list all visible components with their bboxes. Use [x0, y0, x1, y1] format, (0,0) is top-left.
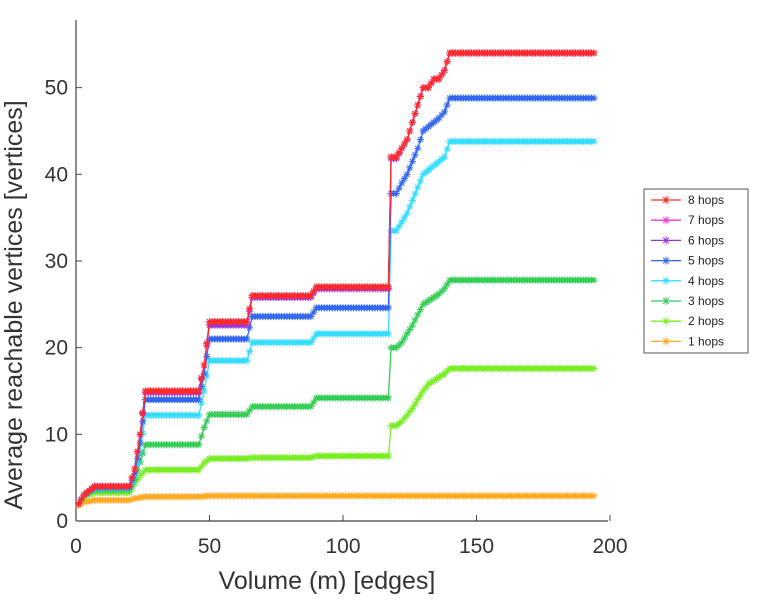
legend-item: 1 hops	[651, 334, 724, 348]
series-2-hops	[75, 364, 598, 508]
x-tick-label: 150	[459, 535, 494, 558]
series-8-hops	[75, 49, 598, 508]
plot-area: 0 10 20 30 40 50 0 50 100 150 200	[45, 20, 628, 558]
y-ticks: 0 10 20 30 40 50	[45, 77, 82, 533]
legend-item: 8 hops	[651, 193, 724, 207]
y-tick-label: 10	[45, 423, 68, 446]
x-tick-label: 0	[70, 535, 82, 558]
legend-marker	[662, 216, 670, 225]
legend-marker	[662, 236, 670, 245]
y-axis-title: Average reachable vertices [vertices]	[0, 100, 28, 509]
series-4-hops	[75, 137, 598, 508]
series-5-hops	[75, 94, 598, 508]
x-ticks: 0 50 100 150 200	[70, 515, 628, 558]
series-1-hops	[75, 492, 598, 509]
legend-label: 8 hops	[688, 193, 724, 207]
series-markers	[75, 137, 598, 508]
y-tick-label: 30	[45, 250, 68, 273]
x-tick-label: 100	[325, 535, 360, 558]
legend-label: 1 hops	[688, 334, 724, 348]
legend-item: 4 hops	[651, 274, 724, 288]
legend-label: 3 hops	[688, 294, 724, 308]
series-markers	[75, 364, 598, 508]
legend-marker	[662, 297, 670, 305]
y-tick-label: 20	[45, 337, 68, 360]
y-tick-label: 40	[45, 163, 68, 186]
y-tick-label: 0	[56, 510, 68, 533]
series-markers	[75, 49, 598, 508]
series-group	[75, 49, 598, 509]
legend-label: 2 hops	[688, 314, 724, 328]
series-line	[78, 140, 594, 505]
legend-marker	[662, 317, 670, 326]
legend-item: 7 hops	[651, 213, 724, 227]
y-tick-label: 50	[45, 77, 68, 100]
legend-box	[643, 188, 749, 354]
legend-label: 7 hops	[688, 213, 724, 227]
legend-item: 3 hops	[651, 294, 724, 308]
series-markers	[75, 492, 598, 509]
legend-label: 4 hops	[688, 274, 724, 288]
legend-marker	[662, 276, 670, 285]
legend-label: 5 hops	[688, 254, 724, 268]
x-tick-label: 200	[592, 535, 627, 558]
x-axis-title: Volume (m) [edges]	[219, 567, 436, 595]
legend-marker	[662, 337, 670, 346]
legend-marker	[662, 196, 670, 204]
legend-item: 5 hops	[651, 254, 724, 268]
legend-item: 2 hops	[651, 314, 724, 328]
legend: 8 hops 7 hops 6 hops 5 hops 4 hops 3 hops 2 ho…	[643, 188, 749, 354]
legend-label: 6 hops	[688, 233, 724, 247]
x-tick-label: 50	[198, 535, 221, 558]
legend-marker	[662, 256, 670, 265]
legend-item: 6 hops	[651, 233, 724, 247]
